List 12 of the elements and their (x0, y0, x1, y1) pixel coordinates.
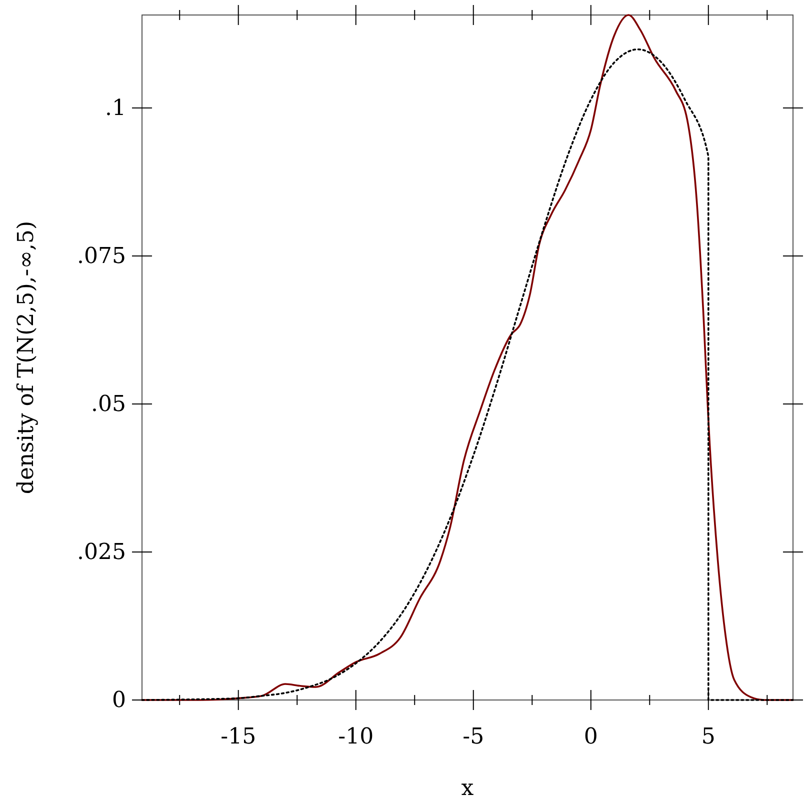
y-tick-label: 0 (112, 688, 126, 714)
x-tick-label: 5 (701, 724, 716, 750)
y-tick-label: .1 (105, 96, 126, 121)
x-tick-label: -5 (462, 724, 484, 750)
x-tick-label: -10 (338, 724, 374, 750)
y-tick-label: .025 (77, 540, 126, 566)
y-tick-label: .05 (91, 392, 126, 418)
y-tick-label: .075 (77, 244, 126, 270)
y-axis-title: density of T(N(2,5),-∞,5) (14, 220, 39, 494)
x-axis-title: x (461, 776, 474, 801)
x-tick-label: -15 (220, 724, 256, 750)
x-tick-label: 0 (584, 724, 598, 750)
